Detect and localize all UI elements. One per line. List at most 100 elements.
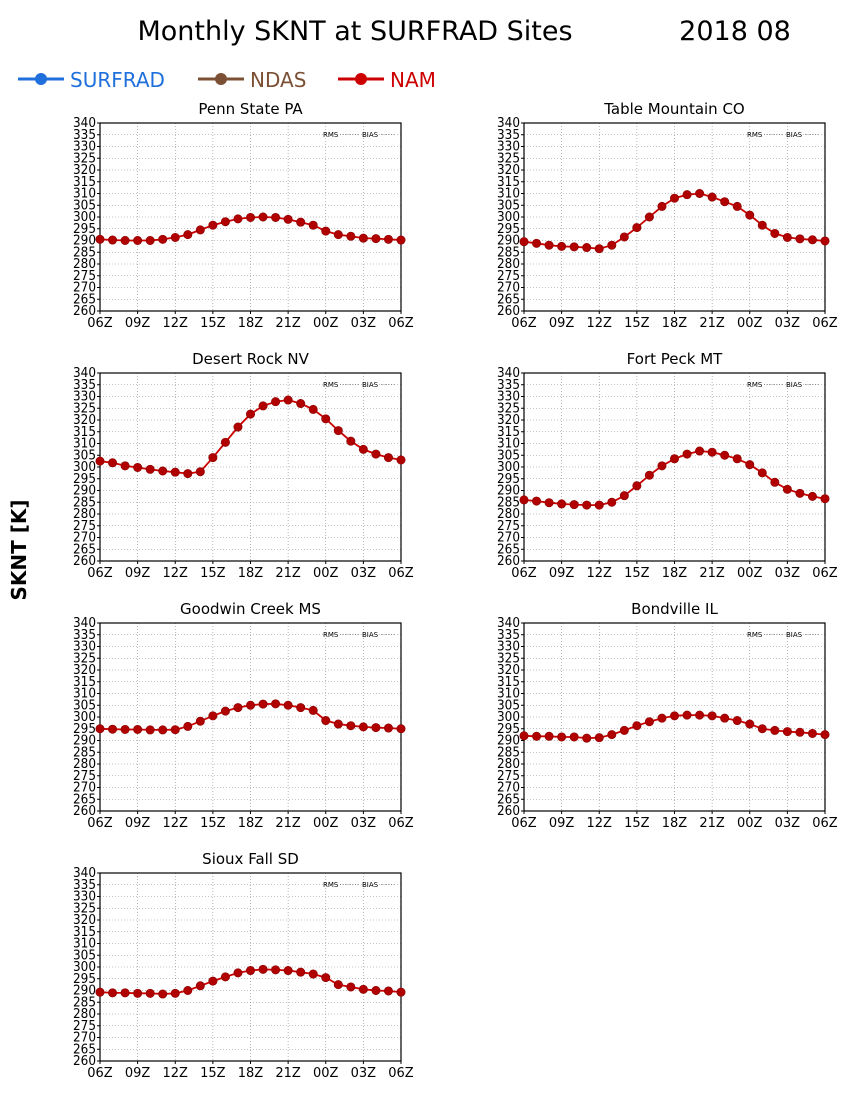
grid	[523, 372, 826, 562]
nam-data-point	[233, 968, 243, 978]
y-tick-label: 305	[497, 198, 520, 213]
y-tick-label: 310	[497, 687, 520, 702]
nam-data-point	[557, 732, 567, 742]
legend-label: SURFRAD	[70, 68, 165, 92]
y-tick-label: 275	[73, 269, 96, 284]
y-tick-label: 280	[497, 507, 520, 522]
y-tick-label: 300	[497, 460, 520, 475]
nam-data-point	[158, 989, 168, 999]
nam-data-point	[519, 495, 529, 505]
x-tick-label: 06Z	[511, 816, 537, 831]
nam-data-point	[782, 727, 792, 737]
nam-data-point	[619, 491, 629, 501]
x-tick-label: 06Z	[87, 316, 113, 331]
nam-data-point	[532, 496, 542, 506]
nam-data-point	[383, 723, 393, 733]
nam-data-point	[346, 231, 356, 241]
nam-data-point	[208, 711, 218, 721]
y-tick-label: 340	[73, 866, 96, 881]
nam-data-point	[195, 981, 205, 991]
nam-data-point	[133, 462, 143, 472]
panel: Goodwin Creek MS 260265270275280285290295…	[73, 600, 414, 831]
panel-title: Fort Peck MT	[627, 350, 723, 368]
nam-data-point	[569, 500, 579, 510]
nam-data-point	[258, 699, 268, 709]
nam-data-point	[396, 724, 406, 734]
y-tick-label: 285	[497, 245, 520, 260]
y-tick-label: 285	[73, 245, 96, 260]
stat-label-rms: RMS	[747, 131, 763, 139]
nam-data-point	[246, 212, 256, 222]
panel: Fort Peck MT2602652702752802852902953003…	[497, 350, 838, 581]
nam-data-point	[158, 234, 168, 244]
x-tick-label: 21Z	[699, 566, 725, 581]
nam-data-point	[296, 967, 306, 977]
x-tick-label: 06Z	[388, 1066, 414, 1081]
nam-data-point	[632, 481, 642, 491]
x-tick-label: 21Z	[275, 816, 301, 831]
x-tick-label: 06Z	[388, 316, 414, 331]
stat-label-bias: BIAS	[786, 131, 803, 139]
y-tick-label: 310	[73, 437, 96, 452]
y-tick-label: 340	[497, 366, 520, 381]
nam-data-point	[195, 716, 205, 726]
nam-data-point	[145, 236, 155, 246]
y-tick-label: 285	[73, 495, 96, 510]
nam-data-point	[346, 436, 356, 446]
nam-data-point	[594, 733, 604, 743]
nam-data-point	[208, 220, 218, 230]
nam-data-point	[233, 703, 243, 713]
y-tick-label: 295	[73, 222, 96, 237]
y-tick-label: 325	[497, 401, 520, 416]
y-tick-label: 335	[497, 128, 520, 143]
nam-data-point	[321, 414, 331, 424]
nam-data-point	[371, 449, 381, 459]
y-tick-label: 280	[73, 757, 96, 772]
nam-data-point	[519, 237, 529, 247]
y-tick-label: 325	[73, 901, 96, 916]
y-tick-label: 295	[73, 722, 96, 737]
nam-data-point	[795, 488, 805, 498]
y-tick-label: 320	[73, 413, 96, 428]
nam-data-point	[569, 732, 579, 742]
y-tick-label: 295	[497, 472, 520, 487]
x-tick-label: 06Z	[511, 316, 537, 331]
y-tick-label: 330	[497, 390, 520, 405]
panel: Bondville IL2602652702752802852902953003…	[497, 600, 838, 831]
nam-data-point	[296, 703, 306, 713]
nam-data-point	[669, 711, 679, 721]
nam-data-point	[145, 725, 155, 735]
y-tick-label: 265	[497, 292, 520, 307]
legend-marker	[35, 73, 47, 85]
nam-data-point	[383, 986, 393, 996]
nam-data-point	[732, 716, 742, 726]
nam-data-point	[782, 484, 792, 494]
nam-data-point	[321, 973, 331, 983]
x-tick-label: 03Z	[775, 566, 801, 581]
nam-data-point	[358, 984, 368, 994]
y-tick-label: 260	[73, 804, 96, 819]
legend-item: SURFRAD	[18, 68, 165, 92]
legend-item: NAM	[338, 68, 436, 92]
y-tick-label: 340	[73, 366, 96, 381]
y-tick-label: 275	[73, 769, 96, 784]
nam-data-point	[682, 710, 692, 720]
stat-label-rms: RMS	[323, 131, 339, 139]
x-tick-label: 12Z	[163, 316, 189, 331]
nam-data-point	[296, 399, 306, 409]
y-tick-label: 340	[73, 616, 96, 631]
x-tick-label: 15Z	[200, 1066, 226, 1081]
nam-data-point	[745, 460, 755, 470]
x-tick-label: 21Z	[275, 566, 301, 581]
nam-data-point	[632, 721, 642, 731]
y-tick-label: 320	[497, 663, 520, 678]
y-tick-label: 275	[73, 519, 96, 534]
nam-data-point	[707, 447, 717, 457]
y-tick-label: 310	[73, 187, 96, 202]
nam-data-point	[644, 470, 654, 480]
y-tick-label: 315	[497, 675, 520, 690]
nam-data-point	[707, 711, 717, 721]
nam-data-point	[133, 988, 143, 998]
nam-data-point	[170, 232, 180, 242]
x-tick-label: 06Z	[812, 316, 838, 331]
